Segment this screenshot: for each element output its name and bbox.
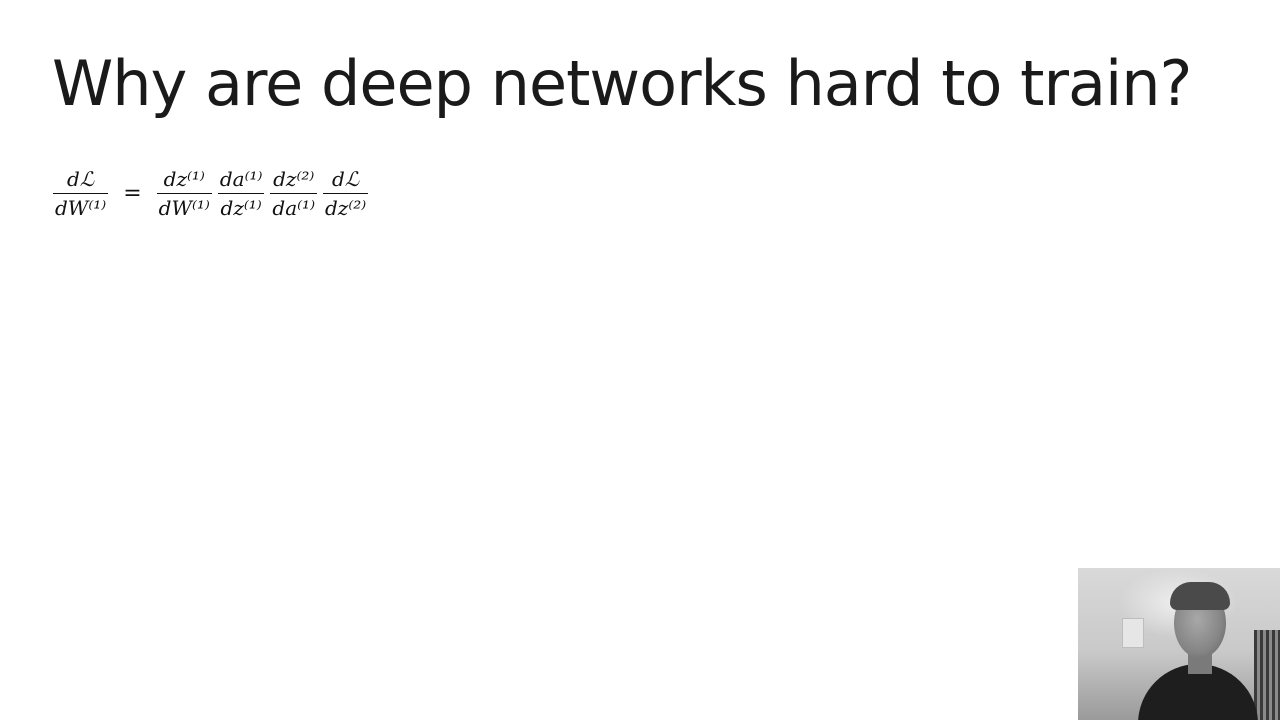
- fraction-numerator: da⁽¹⁾: [219, 167, 263, 191]
- fraction-numerator: dℒ: [331, 167, 360, 191]
- rhs-fraction-4: dℒ dz⁽²⁾: [323, 167, 369, 220]
- fraction-bar: [217, 193, 265, 194]
- webcam-wall-poster: [1122, 618, 1144, 648]
- presenter-webcam: [1078, 568, 1280, 720]
- fraction-bar: [156, 193, 212, 194]
- rhs-fraction-3: dz⁽²⁾ da⁽¹⁾: [270, 168, 317, 219]
- fraction-numerator: dℒ: [66, 167, 95, 191]
- slide-title: Why are deep networks hard to train?: [52, 47, 1192, 120]
- fraction-denominator: da⁽¹⁾: [272, 196, 315, 220]
- chain-rule-equation: dℒ dW⁽¹⁾ = dz⁽¹⁾ dW⁽¹⁾ da⁽¹⁾ dz⁽¹⁾ dz⁽²⁾…: [50, 168, 371, 219]
- rhs-fraction-1: dz⁽¹⁾ dW⁽¹⁾: [156, 167, 212, 220]
- fraction-numerator: dz⁽²⁾: [273, 167, 315, 191]
- fraction-bar: [323, 193, 369, 194]
- fraction-numerator: dz⁽¹⁾: [163, 167, 205, 191]
- rhs-fraction-2: da⁽¹⁾ dz⁽¹⁾: [217, 167, 265, 220]
- equals-sign: =: [123, 181, 142, 206]
- fraction-denominator: dW⁽¹⁾: [158, 196, 210, 220]
- fraction-denominator: dz⁽²⁾: [325, 196, 367, 220]
- fraction-denominator: dz⁽¹⁾: [220, 196, 262, 220]
- presenter-hair: [1170, 582, 1230, 610]
- webcam-bookshelf: [1254, 630, 1280, 720]
- fraction-bar: [270, 193, 317, 194]
- fraction-denominator: dW⁽¹⁾: [55, 196, 107, 220]
- presenter-neck: [1188, 652, 1212, 674]
- lhs-fraction: dℒ dW⁽¹⁾: [53, 167, 109, 220]
- fraction-bar: [53, 193, 109, 194]
